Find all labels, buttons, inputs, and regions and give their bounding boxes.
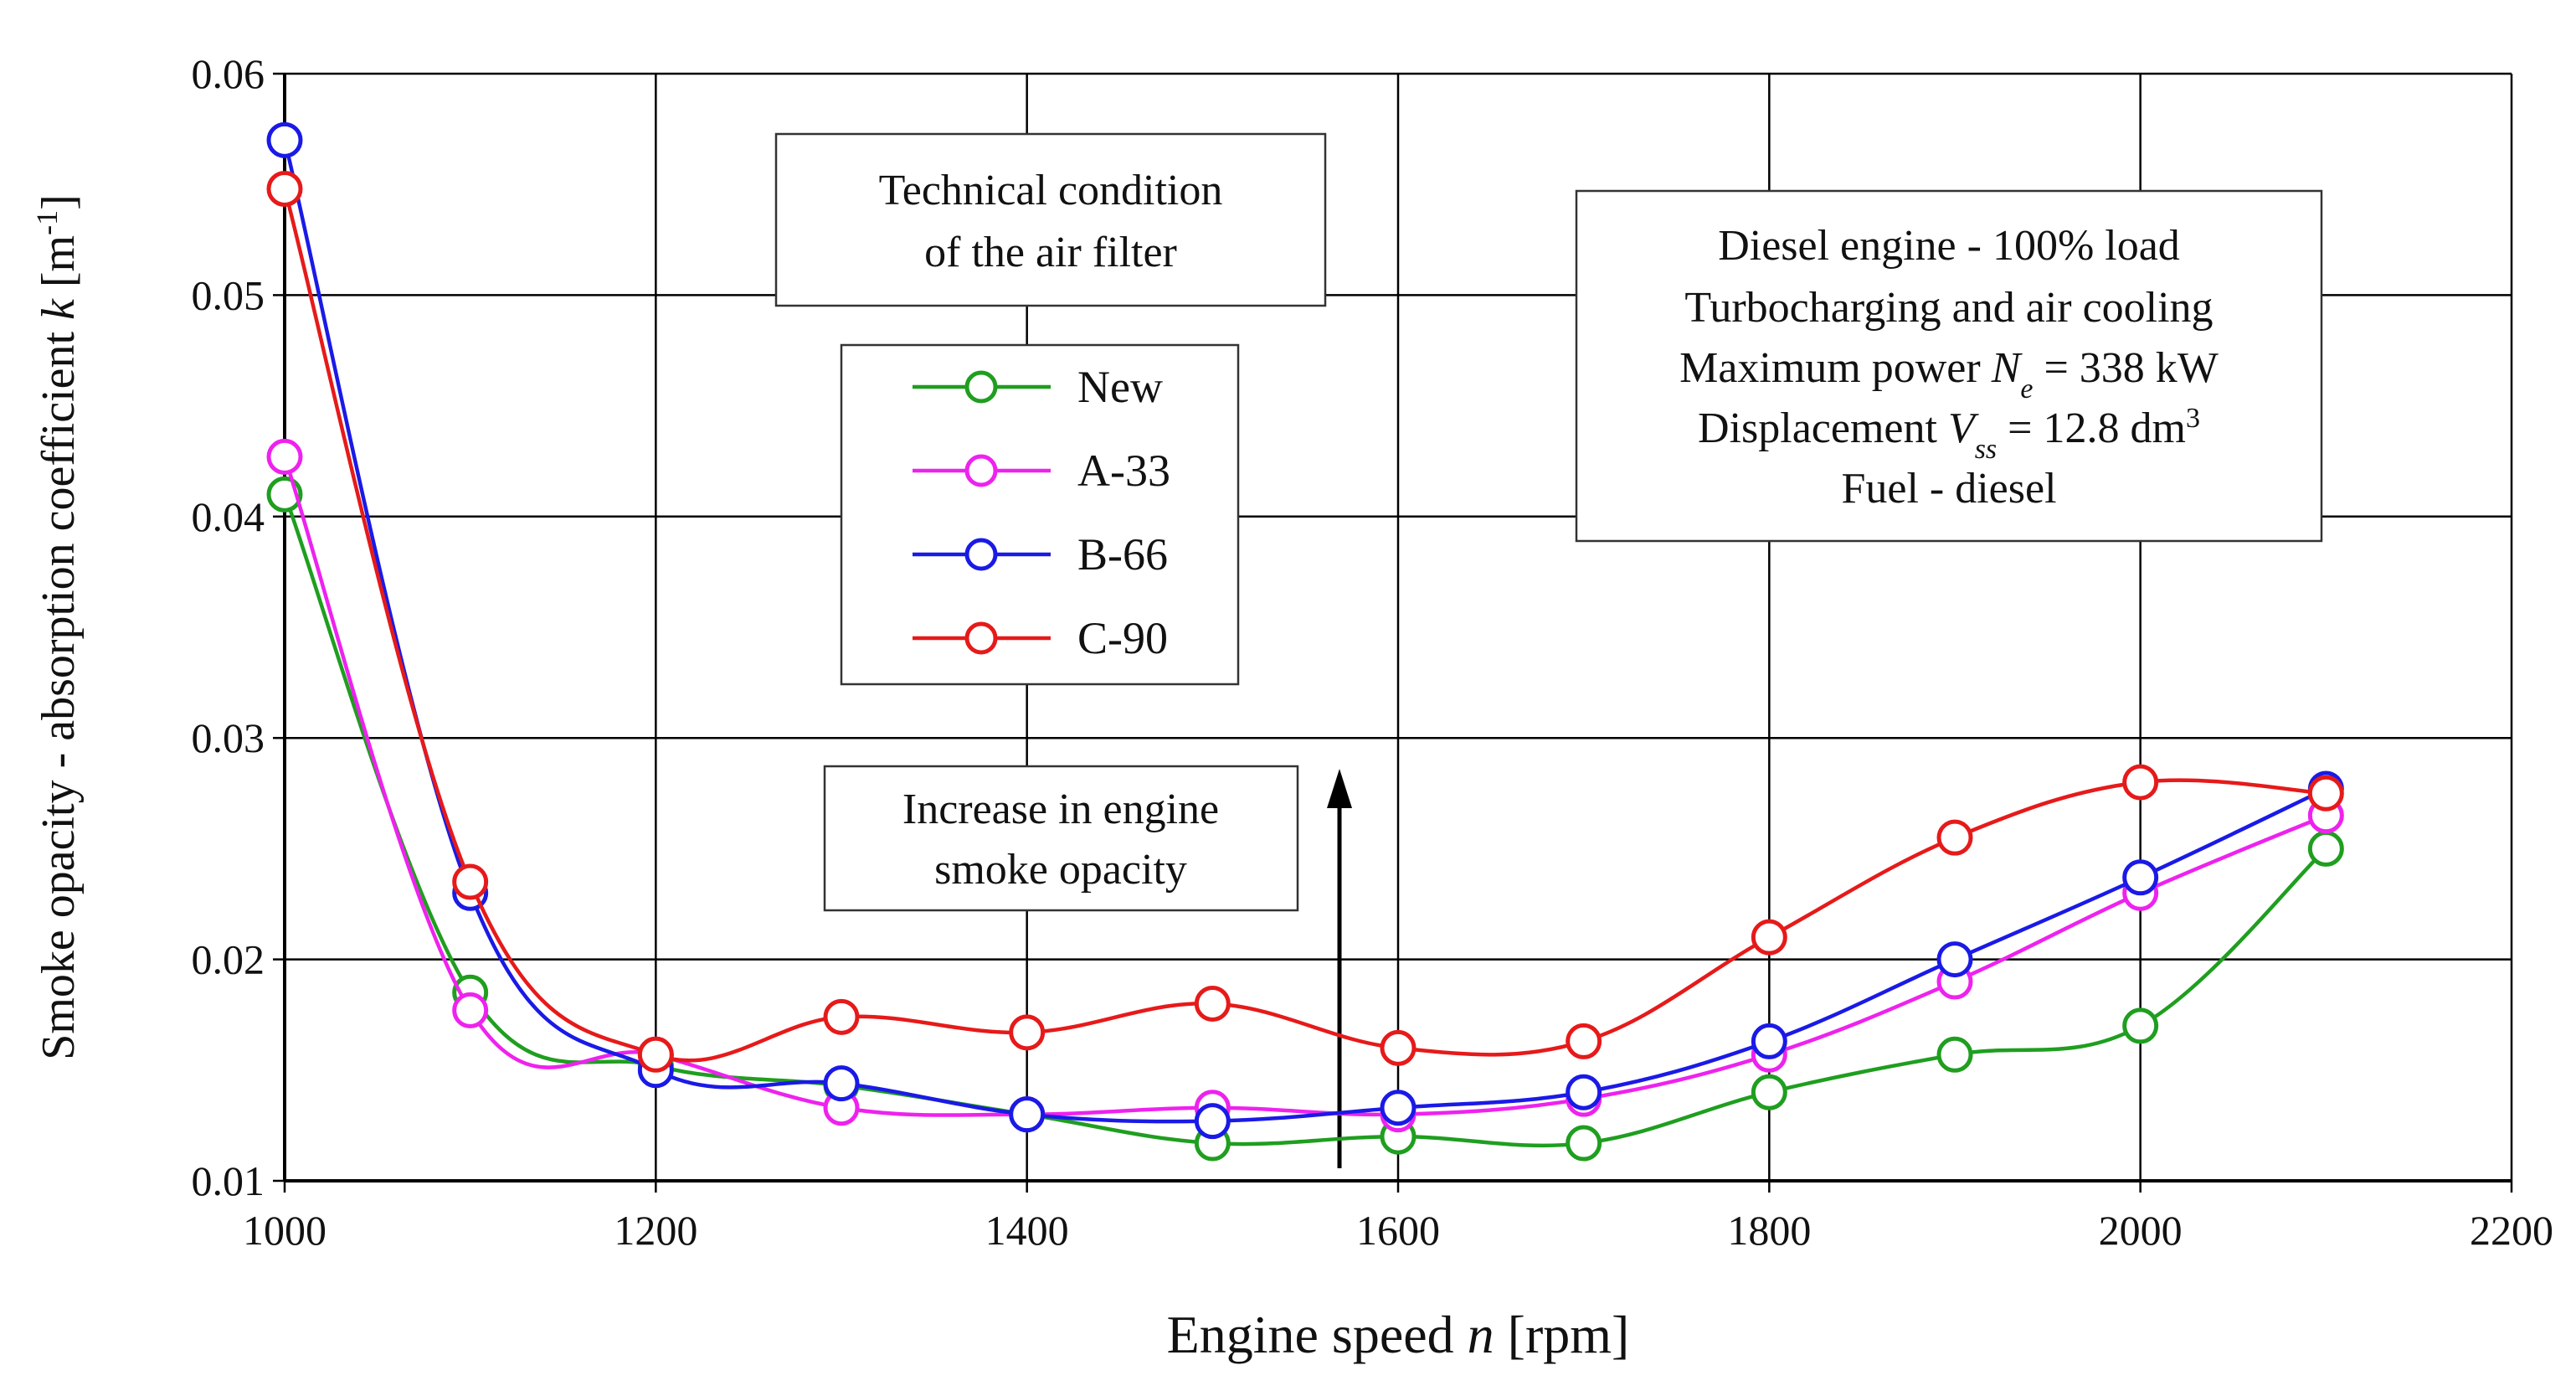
engine-info-line-4: Displacement Vss = 12.8 dm3 [1698, 403, 2200, 465]
data-point [2122, 859, 2159, 896]
data-point [1751, 1023, 1787, 1059]
series-line [282, 493, 2327, 1148]
data-point [1380, 1090, 1417, 1126]
data-point [1566, 1074, 1602, 1110]
data-point [2122, 764, 2159, 801]
data-point [823, 998, 860, 1035]
x-axis-title: Engine speed n [rpm] [1167, 1305, 1630, 1364]
axes [273, 72, 2513, 1193]
legend: New A-33 B-66 C-90 [840, 343, 1240, 686]
opacity-note-box: Increase in engine smoke opacity [823, 765, 1299, 912]
legend-box [840, 343, 1240, 686]
data-point [1566, 1023, 1602, 1059]
y-tick-label: 0.01 [192, 1157, 265, 1204]
x-tick-label: 1000 [243, 1207, 326, 1254]
filter-title-line-2: of the air filter [924, 229, 1177, 276]
legend-label: B-66 [1077, 529, 1168, 580]
data-point [637, 1036, 674, 1073]
legend-entry: C-90 [913, 613, 1168, 663]
engine-info-line-5: Fuel - diesel [1841, 465, 2056, 513]
data-point [2307, 775, 2344, 812]
x-tick-label: 1800 [1727, 1207, 1811, 1254]
data-point [2122, 1007, 2159, 1044]
data-point [1936, 941, 1973, 978]
data-point [2307, 830, 2344, 867]
data-point [452, 863, 489, 900]
data-point [1194, 985, 1231, 1022]
series-c-90 [266, 170, 2344, 1073]
y-axis-title: Smoke opacity - absorption coefficient k… [30, 194, 85, 1060]
data-point [1751, 1074, 1787, 1110]
legend-entry: New [913, 362, 1163, 412]
legend-marker [964, 454, 998, 487]
data-point [1936, 819, 1973, 856]
engine-info-line-1: Diesel engine - 100% load [1718, 222, 2180, 270]
legend-label: C-90 [1077, 613, 1168, 663]
opacity-note-line-1: Increase in engine [902, 786, 1219, 833]
y-tick-label: 0.04 [192, 493, 265, 540]
data-point [266, 121, 303, 158]
tick-labels: 1000 1200 1400 1600 1800 2000 2200 0.01 0.02 0.03… [192, 50, 2554, 1254]
engine-info-box: Diesel engine - 100% load Turbocharging … [1575, 189, 2323, 543]
data-point [1566, 1125, 1602, 1162]
data-point [1380, 1029, 1417, 1066]
data-point [452, 992, 489, 1028]
data-point [1009, 1096, 1046, 1133]
engine-info-line-2: Turbocharging and air cooling [1684, 284, 2213, 332]
y-tick-label: 0.05 [192, 271, 265, 318]
y-tick-label: 0.02 [192, 936, 265, 983]
legend-label: A-33 [1077, 446, 1170, 496]
data-point [823, 1065, 860, 1102]
data-point [1009, 1014, 1046, 1051]
filter-title-box: Technical condition of the air filter [774, 132, 1327, 307]
increase-arrow [1327, 769, 1352, 1168]
x-tick-label: 1200 [614, 1207, 697, 1254]
filter-title-line-1: Technical condition [879, 167, 1223, 214]
y-tick-label: 0.03 [192, 714, 265, 761]
legend-entry: A-33 [913, 446, 1170, 496]
legend-marker [964, 370, 998, 404]
legend-label: New [1077, 362, 1163, 412]
legend-marker [964, 621, 998, 655]
data-point [1751, 919, 1787, 956]
y-tick-label: 0.06 [192, 50, 265, 97]
legend-entry: B-66 [913, 529, 1168, 580]
legend-marker [964, 538, 998, 571]
data-point [266, 438, 303, 475]
x-tick-label: 2000 [2099, 1207, 2183, 1254]
x-tick-label: 1400 [985, 1207, 1069, 1254]
data-point [1194, 1103, 1231, 1140]
engine-info-line-3: Maximum power Ne = 338 kW [1679, 344, 2219, 404]
x-tick-label: 1600 [1356, 1207, 1440, 1254]
x-tick-label: 2200 [2470, 1207, 2553, 1254]
data-point [266, 170, 303, 207]
opacity-note-line-2: smoke opacity [934, 846, 1187, 894]
data-point [1936, 1036, 1973, 1073]
series-layer [266, 121, 2344, 1162]
